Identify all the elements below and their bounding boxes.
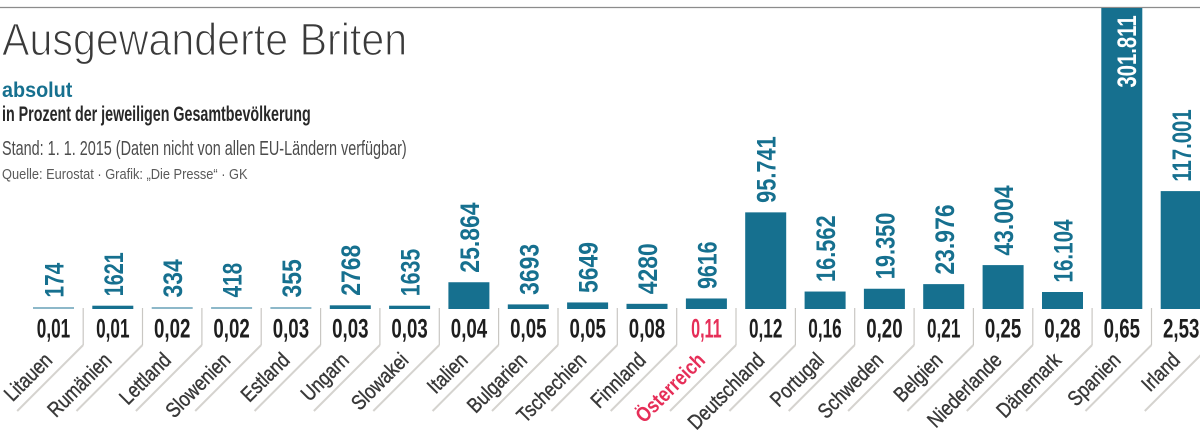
svg-text:Italien: Italien [423, 348, 473, 398]
svg-text:Ungarn: Ungarn [296, 348, 354, 406]
svg-text:0,25: 0,25 [985, 314, 1021, 344]
svg-text:3693: 3693 [514, 244, 544, 295]
svg-text:0,20: 0,20 [866, 314, 902, 344]
svg-text:0,16: 0,16 [808, 314, 841, 344]
svg-text:16.562: 16.562 [811, 215, 841, 282]
svg-text:Slowenien: Slowenien [161, 348, 235, 422]
svg-text:0,08: 0,08 [629, 314, 665, 344]
svg-text:Belgien: Belgien [889, 348, 947, 406]
svg-text:43.004: 43.004 [989, 185, 1019, 255]
svg-text:23.976: 23.976 [930, 204, 960, 274]
svg-text:Litauen: Litauen [0, 348, 57, 406]
svg-text:418: 418 [218, 263, 248, 298]
svg-text:Dänemark: Dänemark [992, 348, 1067, 423]
svg-text:1635: 1635 [396, 249, 426, 297]
svg-text:0,02: 0,02 [154, 314, 190, 344]
svg-text:1621: 1621 [99, 252, 129, 296]
svg-text:0,03: 0,03 [273, 314, 309, 344]
svg-text:Estland: Estland [236, 348, 294, 406]
svg-text:0,03: 0,03 [391, 314, 427, 344]
svg-text:0,01: 0,01 [37, 314, 70, 344]
svg-text:0,65: 0,65 [1104, 314, 1140, 344]
svg-text:0,05: 0,05 [510, 314, 546, 344]
svg-text:0,12: 0,12 [749, 314, 782, 344]
svg-text:19.350: 19.350 [870, 213, 900, 280]
svg-text:117.001: 117.001 [1167, 109, 1197, 181]
svg-text:Schweden: Schweden [813, 348, 888, 423]
svg-text:95.741: 95.741 [752, 136, 782, 203]
svg-text:174: 174 [40, 263, 70, 298]
svg-text:0,11: 0,11 [691, 314, 722, 344]
svg-text:0,04: 0,04 [451, 314, 488, 344]
svg-text:2,53: 2,53 [1163, 314, 1199, 344]
svg-text:5649: 5649 [574, 242, 604, 293]
svg-text:0,28: 0,28 [1044, 314, 1080, 344]
svg-text:0,21: 0,21 [927, 314, 960, 344]
svg-text:2768: 2768 [336, 245, 366, 296]
svg-text:25.864: 25.864 [455, 203, 485, 273]
svg-text:334: 334 [158, 259, 188, 297]
svg-text:0,03: 0,03 [332, 314, 368, 344]
svg-text:0,05: 0,05 [570, 314, 606, 344]
svg-text:301.811: 301.811 [1112, 15, 1142, 87]
svg-text:0,02: 0,02 [213, 314, 249, 344]
svg-text:4280: 4280 [633, 243, 663, 294]
svg-text:16.104: 16.104 [1049, 220, 1079, 283]
svg-text:Irland: Irland [1137, 348, 1185, 396]
svg-text:0,01: 0,01 [96, 314, 129, 344]
svg-text:Rumänien: Rumänien [43, 348, 117, 422]
svg-text:355: 355 [277, 259, 307, 297]
svg-text:9616: 9616 [692, 242, 722, 290]
